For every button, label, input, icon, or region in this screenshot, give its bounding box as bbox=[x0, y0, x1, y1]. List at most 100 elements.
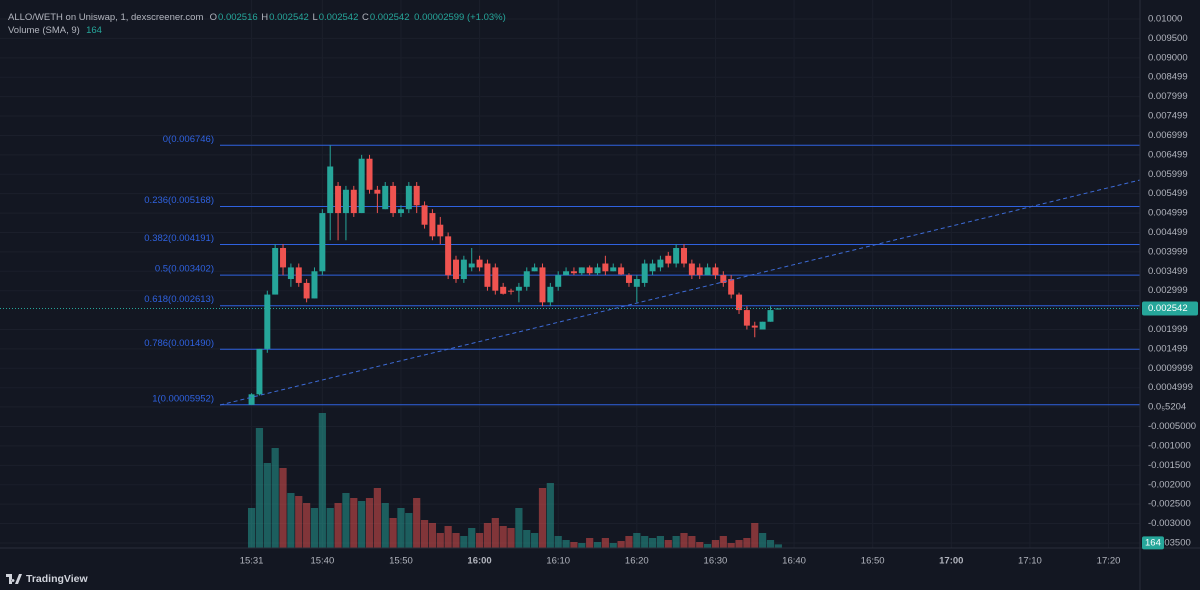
volume-bar bbox=[656, 536, 665, 548]
candle-body bbox=[508, 290, 515, 292]
volume-bar bbox=[570, 542, 578, 548]
volume-bar bbox=[358, 501, 366, 548]
y-tick-label: 0.006499 bbox=[1148, 149, 1188, 160]
candle-body bbox=[696, 267, 703, 276]
volume-label: Volume (SMA, 9) bbox=[8, 25, 80, 36]
candle-body bbox=[570, 271, 577, 274]
candle-body bbox=[311, 271, 318, 299]
fib-level-label: 0.618(0.002613) bbox=[144, 294, 214, 305]
y-tick-label: 0.006999 bbox=[1148, 130, 1188, 141]
candle-body bbox=[736, 294, 743, 311]
ohlc-value: 0.002542 bbox=[318, 12, 359, 23]
candle-body bbox=[775, 308, 782, 310]
volume-bar bbox=[397, 508, 405, 548]
candle-body bbox=[358, 158, 365, 214]
candle-body bbox=[366, 158, 373, 190]
y-tick-label: 0.001499 bbox=[1148, 343, 1188, 354]
candle-body bbox=[673, 247, 680, 264]
candle-body bbox=[610, 267, 617, 272]
volume-bar bbox=[350, 498, 358, 548]
volume-bar bbox=[334, 503, 342, 548]
volume-bar bbox=[562, 540, 570, 548]
y-tick-label: 0.0004999 bbox=[1148, 382, 1193, 393]
volume-bar bbox=[460, 536, 468, 548]
volume-bar bbox=[617, 541, 625, 548]
volume-bar bbox=[743, 538, 751, 548]
candle-body bbox=[751, 325, 758, 328]
y-tick-label: -0.0005000 bbox=[1148, 421, 1196, 432]
fib-level-label: 0(0.006746) bbox=[163, 134, 214, 145]
y-tick-label: 0.004499 bbox=[1148, 227, 1188, 238]
fib-level-label: 0.382(0.004191) bbox=[144, 233, 214, 244]
candle-body bbox=[468, 263, 475, 268]
volume-bar bbox=[523, 530, 531, 548]
trend-line bbox=[219, 179, 1141, 406]
candle-body bbox=[280, 247, 287, 268]
volume-bar bbox=[593, 542, 602, 548]
candle-body bbox=[413, 185, 420, 206]
volume-bar bbox=[483, 523, 492, 548]
volume-bar bbox=[499, 526, 507, 548]
volume-bar bbox=[719, 536, 727, 548]
volume-bar bbox=[405, 513, 413, 548]
volume-bar bbox=[633, 533, 641, 548]
candle-body bbox=[374, 189, 381, 194]
candle-body bbox=[287, 267, 294, 280]
candle-body bbox=[248, 394, 255, 405]
candle-body bbox=[476, 259, 483, 268]
volume-bar bbox=[491, 518, 499, 548]
candle-body bbox=[303, 282, 310, 299]
volume-bar bbox=[578, 543, 586, 548]
y-tick-label: -0.003000 bbox=[1148, 518, 1191, 529]
volume-bar bbox=[310, 508, 319, 548]
candle-body bbox=[681, 247, 687, 264]
candle-body bbox=[759, 321, 766, 330]
candle-body bbox=[342, 189, 349, 214]
y-tick-label: -0.003500 bbox=[1148, 537, 1191, 548]
volume-bar bbox=[586, 538, 594, 548]
candle-body bbox=[460, 259, 467, 280]
candle-body bbox=[429, 213, 436, 237]
volume-bar bbox=[420, 520, 429, 548]
volume-bar bbox=[365, 498, 374, 548]
candle-body bbox=[319, 213, 326, 272]
brand-name: TradingView bbox=[26, 573, 88, 585]
candle-body bbox=[437, 224, 444, 237]
legend-row: Volume (SMA, 9) 164 bbox=[8, 24, 507, 37]
candle-body bbox=[445, 236, 452, 276]
volume-bar bbox=[641, 536, 649, 548]
candle-body bbox=[397, 209, 404, 214]
candle-body bbox=[453, 259, 459, 280]
candle-body bbox=[594, 267, 601, 274]
y-tick-label: 0.001999 bbox=[1148, 324, 1188, 335]
volume-bar bbox=[766, 540, 775, 548]
candle-body bbox=[531, 267, 538, 272]
volume-bar bbox=[625, 536, 633, 548]
candle-body bbox=[421, 205, 428, 225]
candle-body bbox=[515, 286, 522, 291]
candle-body bbox=[264, 294, 271, 349]
candle-body bbox=[641, 263, 648, 283]
x-tick-label: 15:50 bbox=[389, 556, 413, 567]
candle-body bbox=[327, 166, 334, 214]
current-volume-tag bbox=[1142, 536, 1164, 550]
candle-body bbox=[704, 267, 711, 276]
y-tick-label: -0.001500 bbox=[1148, 460, 1191, 471]
candle-body bbox=[523, 271, 530, 287]
candle-body bbox=[563, 271, 570, 276]
candle-body bbox=[555, 275, 562, 287]
volume-bar bbox=[263, 463, 271, 548]
volume-bar bbox=[413, 498, 421, 548]
volume-bar bbox=[295, 496, 303, 548]
current-volume-label: 164 bbox=[1145, 537, 1161, 548]
x-tick-label: 16:10 bbox=[546, 556, 570, 567]
candle-body bbox=[657, 259, 664, 268]
y-tick-label: 0.0009999 bbox=[1148, 363, 1193, 374]
candle-body bbox=[586, 267, 593, 274]
x-tick-label: 16:00 bbox=[467, 556, 491, 567]
volume-bar bbox=[303, 503, 311, 548]
candle-body bbox=[633, 279, 640, 287]
volume-value: 164 bbox=[86, 25, 102, 36]
y-tick-label: 0.007999 bbox=[1148, 91, 1188, 102]
x-tick-label: 16:40 bbox=[782, 556, 806, 567]
